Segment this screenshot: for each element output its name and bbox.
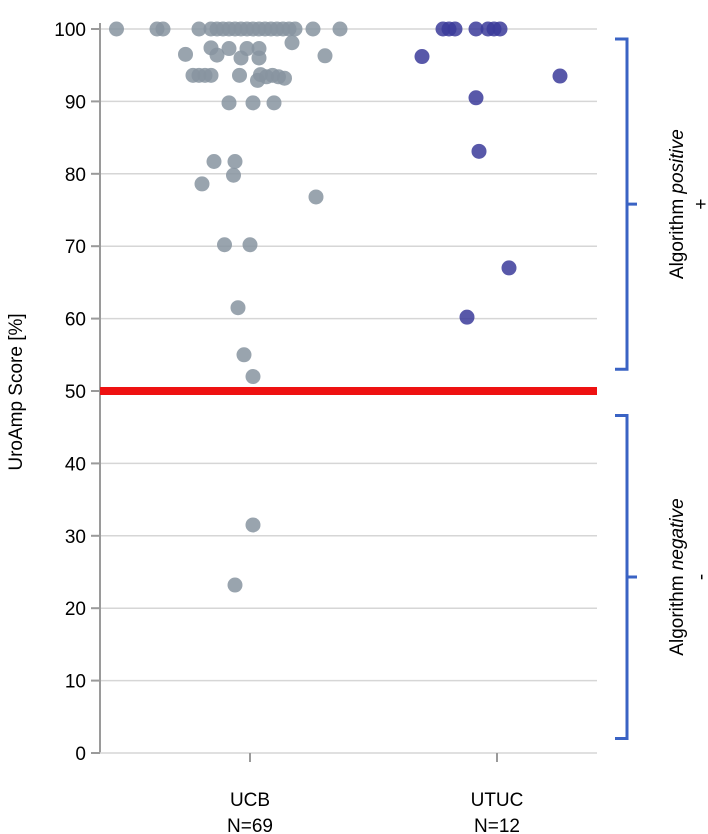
point-ucb-52 (230, 300, 246, 316)
bracket-positive (615, 37, 637, 371)
category-label-utuc: UTUC (471, 790, 524, 811)
point-ucb-3 (191, 21, 207, 37)
point-utuc-12 (459, 309, 475, 325)
point-ucb-50 (217, 237, 232, 253)
y-tick-label-90: 90 (65, 92, 86, 113)
point-ucb-46 (227, 153, 243, 169)
point-utuc-2 (447, 21, 463, 37)
point-ucb-45 (206, 153, 222, 169)
point-ucb-2 (155, 21, 171, 37)
point-utuc-10 (471, 143, 487, 159)
bracket-positive-sign: + (691, 199, 708, 210)
category-count-utuc: N=12 (474, 816, 520, 834)
y-tick-label-50: 50 (65, 382, 86, 403)
point-ucb-48 (194, 176, 210, 192)
point-ucb-22 (178, 46, 193, 62)
y-tick-label-10: 10 (65, 672, 86, 693)
y-tick-label-20: 20 (65, 599, 86, 620)
point-ucb-47 (226, 167, 241, 183)
point-ucb-35 (232, 67, 247, 83)
point-ucb-42 (221, 95, 237, 111)
point-utuc-9 (468, 90, 484, 106)
point-ucb-49 (308, 189, 324, 205)
bracket-negative (615, 413, 637, 741)
point-ucb-53 (236, 347, 252, 363)
y-tick-label-100: 100 (54, 20, 86, 41)
data-points (109, 21, 568, 593)
point-ucb-41 (250, 72, 265, 88)
point-utuc-7 (414, 49, 430, 65)
point-ucb-44 (266, 95, 282, 111)
point-ucb-27 (209, 47, 225, 63)
bracket-positive-label: Algorithm positive (667, 129, 688, 279)
category-count-ucb: N=69 (227, 816, 273, 834)
point-ucb-20 (332, 21, 348, 37)
y-tick-label-60: 60 (65, 310, 86, 331)
point-ucb-19 (305, 21, 321, 37)
algorithm-brackets: Algorithm positive+ Algorithm negative- (615, 37, 708, 741)
category-label-ucb: UCB (230, 790, 270, 811)
y-axis: 0 10 20 30 40 50 60 70 80 90 100 (54, 20, 597, 765)
bracket-negative-sign: - (691, 574, 708, 580)
point-utuc-8 (552, 68, 568, 84)
point-ucb-56 (227, 577, 243, 593)
point-ucb-24 (221, 41, 237, 57)
y-tick-label-70: 70 (65, 237, 86, 258)
point-ucb-30 (317, 48, 333, 64)
point-ucb-0 (109, 21, 124, 37)
point-ucb-28 (233, 50, 249, 66)
point-ucb-54 (245, 369, 261, 385)
point-ucb-18 (287, 21, 303, 37)
y-tick-label-40: 40 (65, 454, 86, 475)
x-axis: UCB N=69 UTUC N=12 (227, 753, 523, 834)
point-ucb-43 (245, 95, 261, 111)
point-ucb-51 (242, 237, 258, 253)
grid-lines (100, 28, 597, 682)
point-ucb-29 (251, 50, 267, 66)
point-utuc-11 (501, 260, 517, 276)
point-utuc-6 (492, 21, 508, 37)
point-ucb-55 (245, 517, 261, 533)
y-tick-label-30: 30 (65, 527, 86, 548)
bracket-negative-label: Algorithm negative (667, 498, 688, 655)
point-ucb-40 (277, 70, 292, 86)
y-tick-label-0: 0 (75, 744, 86, 765)
point-ucb-34 (203, 67, 219, 83)
point-utuc-3 (468, 21, 484, 37)
y-axis-title: UroAmp Score [%] (6, 313, 27, 470)
y-tick-label-80: 80 (65, 165, 86, 186)
point-ucb-21 (284, 35, 300, 51)
